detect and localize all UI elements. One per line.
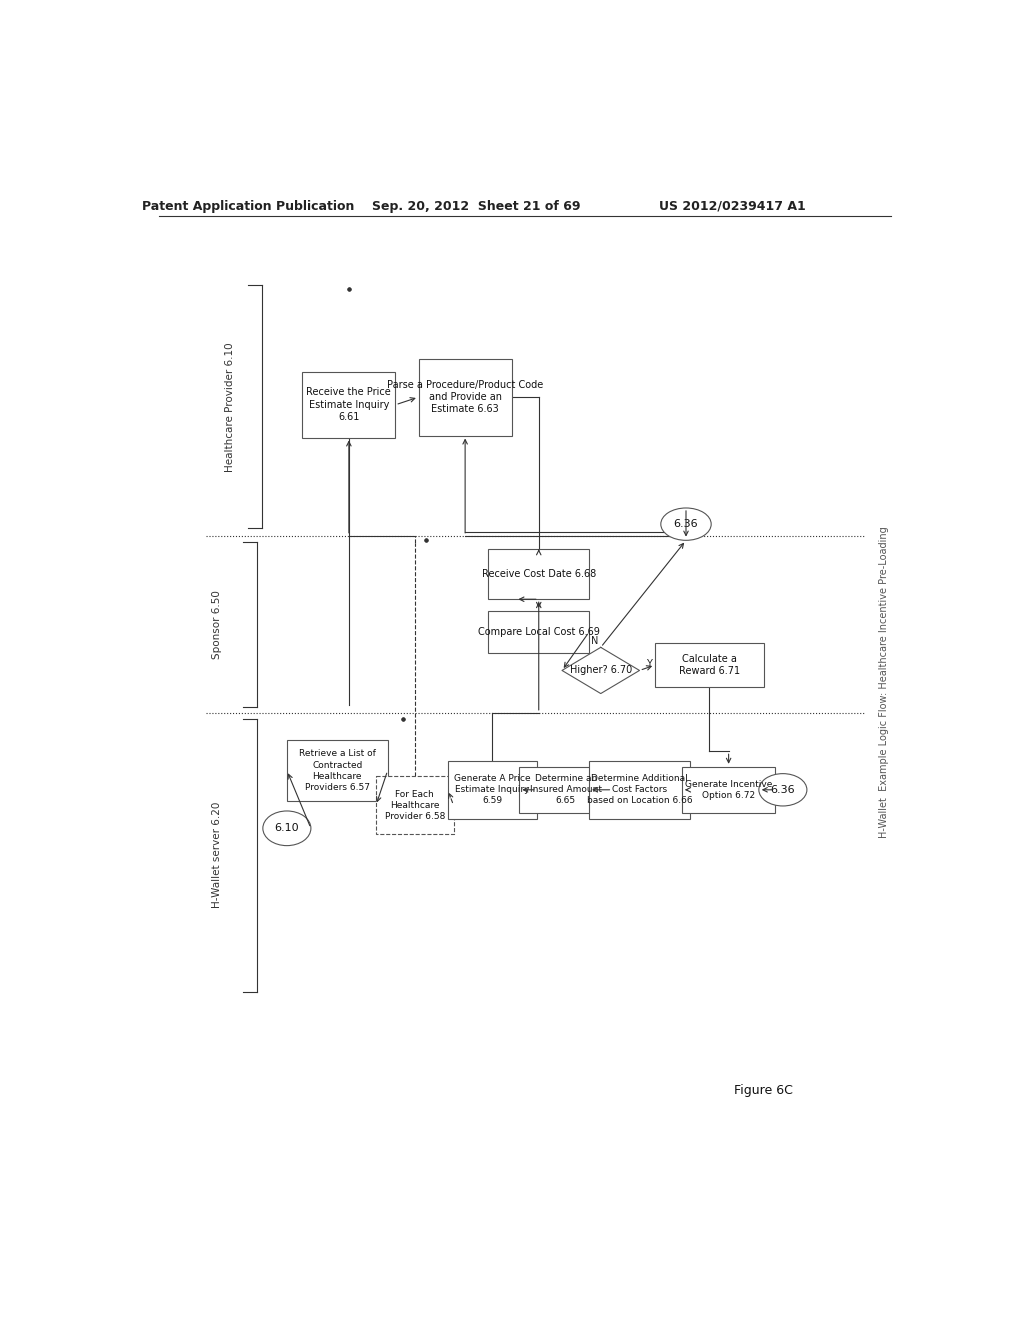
- FancyBboxPatch shape: [488, 611, 589, 653]
- FancyBboxPatch shape: [419, 359, 512, 436]
- Text: Determine Additional
Cost Factors
based on Location 6.66: Determine Additional Cost Factors based …: [587, 775, 692, 805]
- FancyBboxPatch shape: [447, 760, 537, 818]
- Text: Sponsor 6.50: Sponsor 6.50: [212, 590, 222, 659]
- Text: Healthcare Provider 6.10: Healthcare Provider 6.10: [225, 342, 236, 471]
- Text: Calculate a
Reward 6.71: Calculate a Reward 6.71: [679, 653, 739, 676]
- Text: N: N: [591, 636, 598, 647]
- Text: H-Wallet  Example Logic Flow: Healthcare Incentive Pre-Loading: H-Wallet Example Logic Flow: Healthcare …: [879, 527, 889, 838]
- Text: H-Wallet server 6.20: H-Wallet server 6.20: [212, 803, 222, 908]
- FancyBboxPatch shape: [589, 760, 690, 818]
- Text: Determine an
Insured Amount
6.65: Determine an Insured Amount 6.65: [529, 775, 602, 805]
- Text: Receive the Price
Estimate Inquiry
6.61: Receive the Price Estimate Inquiry 6.61: [306, 387, 391, 422]
- Ellipse shape: [759, 774, 807, 807]
- Text: Sep. 20, 2012  Sheet 21 of 69: Sep. 20, 2012 Sheet 21 of 69: [373, 199, 581, 213]
- FancyBboxPatch shape: [519, 767, 612, 813]
- FancyBboxPatch shape: [302, 372, 395, 437]
- FancyBboxPatch shape: [682, 767, 775, 813]
- FancyBboxPatch shape: [488, 549, 589, 599]
- Text: Figure 6C: Figure 6C: [734, 1084, 793, 1097]
- Text: Retrieve a List of
Contracted
Healthcare
Providers 6.57: Retrieve a List of Contracted Healthcare…: [299, 750, 376, 792]
- Text: Receive Cost Date 6.68: Receive Cost Date 6.68: [481, 569, 596, 579]
- Text: For Each
Healthcare
Provider 6.58: For Each Healthcare Provider 6.58: [385, 789, 445, 821]
- FancyBboxPatch shape: [376, 776, 454, 834]
- Text: 6.10: 6.10: [274, 824, 299, 833]
- FancyBboxPatch shape: [655, 643, 764, 688]
- Text: Generate Incentive
Option 6.72: Generate Incentive Option 6.72: [685, 780, 772, 800]
- Text: Y: Y: [646, 659, 651, 669]
- Ellipse shape: [660, 508, 712, 540]
- Text: Higher? 6.70: Higher? 6.70: [569, 665, 632, 676]
- Text: Parse a Procedure/Product Code
and Provide an
Estimate 6.63: Parse a Procedure/Product Code and Provi…: [387, 380, 544, 414]
- FancyBboxPatch shape: [287, 739, 388, 801]
- Text: Generate A Price
Estimate Inquiry
6.59: Generate A Price Estimate Inquiry 6.59: [454, 775, 530, 805]
- Text: 6.36: 6.36: [674, 519, 698, 529]
- Text: 6.36: 6.36: [771, 785, 796, 795]
- Ellipse shape: [263, 810, 311, 846]
- Text: Patent Application Publication: Patent Application Publication: [142, 199, 354, 213]
- Text: US 2012/0239417 A1: US 2012/0239417 A1: [659, 199, 806, 213]
- Text: Compare Local Cost 6.69: Compare Local Cost 6.69: [478, 627, 600, 638]
